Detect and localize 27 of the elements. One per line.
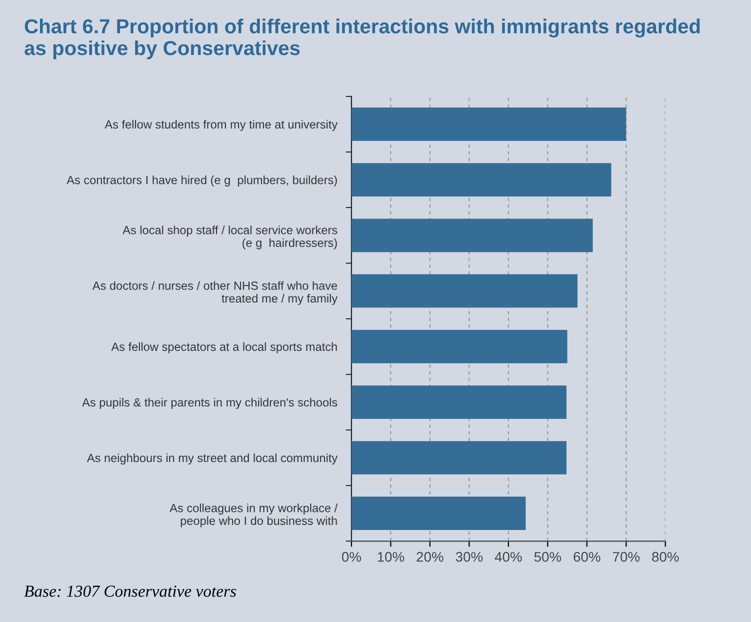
chart-title: Chart 6.7 Proportion of different interactions with immigrants regarded as positive by Conservatives bbox=[24, 18, 700, 60]
bar bbox=[351, 330, 568, 364]
y-tick-label: As fellow spectators at a local sports match bbox=[111, 342, 337, 354]
y-tick-label: As contractors I have hired (e g plumbers, builders) bbox=[66, 176, 337, 187]
bar bbox=[351, 108, 626, 141]
x-tick-label: 50% bbox=[534, 552, 562, 562]
y-tick-label: As pupils & their parents in my children's schools bbox=[82, 398, 338, 409]
x-tick-label: 20% bbox=[416, 552, 444, 562]
x-tick-label: 30% bbox=[456, 552, 483, 562]
y-tick-label: As colleagues in my workplace / people who I do business with bbox=[170, 504, 338, 528]
x-tick-label: 60% bbox=[574, 552, 600, 562]
x-tick-label: 40% bbox=[494, 552, 522, 562]
x-tick-label: 70% bbox=[612, 552, 640, 562]
y-tick-label: As neighbours in my street and local community bbox=[86, 453, 338, 464]
text: Base: 1307 Conservative voters bbox=[24, 586, 236, 597]
y-tick-label: As local shop staff / local service workers (e g hairdressers) bbox=[122, 226, 338, 250]
y-tick-label: As fellow students from my time at university bbox=[104, 120, 338, 131]
x-tick-label: 0% bbox=[342, 552, 362, 562]
bar bbox=[351, 274, 578, 308]
x-tick-label: 80% bbox=[652, 552, 679, 562]
y-tick-label: As doctors / nurses / other NHS staff who have treated me / my family bbox=[92, 281, 338, 305]
bar bbox=[351, 163, 612, 196]
bar bbox=[351, 385, 566, 419]
bar bbox=[351, 218, 593, 252]
bar bbox=[351, 441, 566, 474]
x-tick-label: 10% bbox=[378, 552, 404, 562]
bar bbox=[351, 496, 526, 530]
